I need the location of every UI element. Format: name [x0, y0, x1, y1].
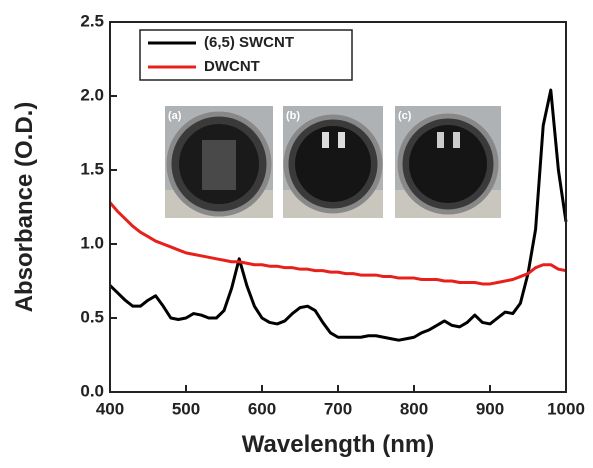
inset-photo: [283, 106, 383, 218]
y-tick-label: 1.5: [80, 159, 104, 178]
y-tick-label: 1.0: [80, 233, 104, 252]
inset-label: (a): [168, 110, 182, 122]
legend-label: DWCNT: [204, 58, 260, 75]
x-tick-label: 600: [248, 399, 276, 418]
y-axis-label: Absorbance (O.D.): [11, 102, 38, 313]
inset-photos: (a) (b) (c): [165, 106, 501, 218]
x-tick-label: 400: [96, 399, 124, 418]
y-tick-label: 0.5: [80, 307, 104, 326]
data-line: [108, 201, 567, 286]
x-tick-label: 800: [400, 399, 428, 418]
inset-photo: [395, 106, 501, 218]
y-tick-label: 2.5: [80, 11, 104, 30]
x-tick-label: 1000: [547, 399, 585, 418]
x-tick-label: 900: [476, 399, 504, 418]
y-tick-label: 2.0: [80, 85, 104, 104]
inset-label: (b): [286, 110, 300, 122]
inset-label: (c): [398, 110, 412, 122]
y-tick-label: 0.0: [80, 381, 104, 400]
legend-label: (6,5) SWCNT: [204, 34, 294, 51]
x-tick-label: 500: [172, 399, 200, 418]
legend-box: [139, 29, 353, 81]
x-tick-label: 700: [324, 399, 352, 418]
inset-photo: [165, 106, 273, 218]
data-line: [108, 88, 568, 342]
x-axis-label: Wavelength (nm): [242, 431, 434, 458]
